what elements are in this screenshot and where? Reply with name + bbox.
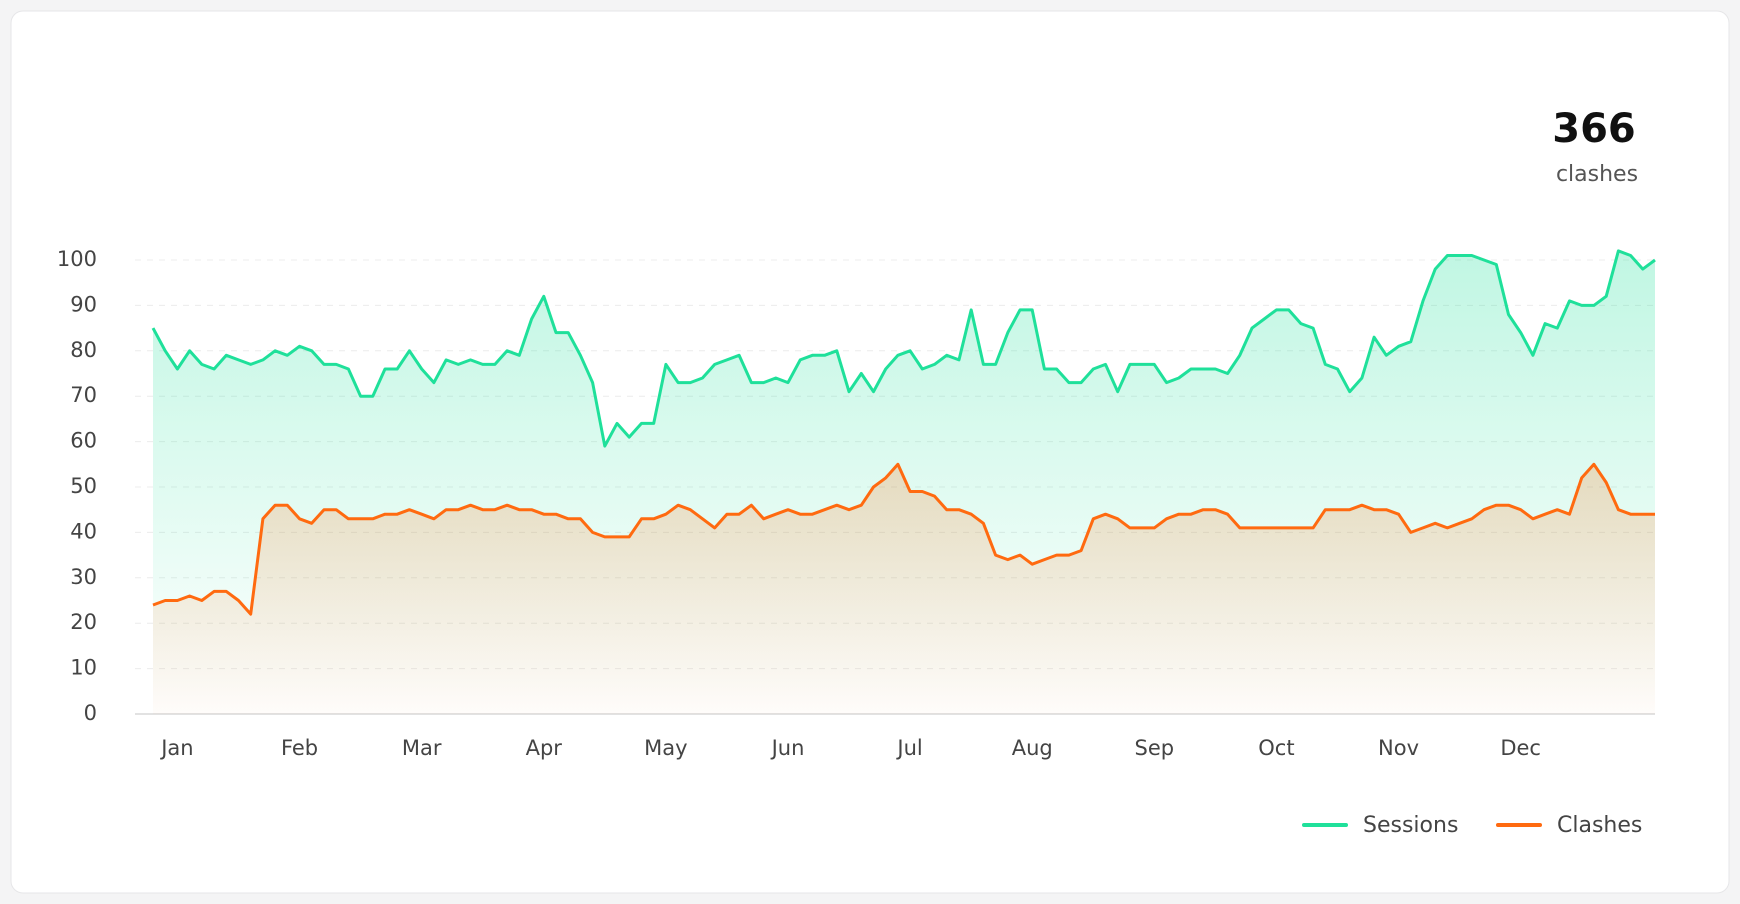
x-tick-label: Jul xyxy=(895,736,922,760)
y-tick-label: 90 xyxy=(70,292,97,316)
x-tick-label: Jan xyxy=(159,736,193,760)
x-tick-label: Dec xyxy=(1500,736,1541,760)
x-tick-label: Nov xyxy=(1378,736,1419,760)
x-tick-label: Aug xyxy=(1012,736,1053,760)
legend-label: Sessions xyxy=(1363,813,1458,838)
y-tick-label: 100 xyxy=(57,247,97,271)
stat-value: 366 xyxy=(1552,106,1636,152)
stat-label: clashes xyxy=(1556,162,1638,187)
x-tick-label: Feb xyxy=(281,736,318,760)
y-tick-label: 30 xyxy=(70,565,97,589)
y-tick-label: 10 xyxy=(70,656,97,680)
x-tick-label: Sep xyxy=(1135,736,1175,760)
x-tick-label: Apr xyxy=(526,736,563,760)
x-tick-label: Mar xyxy=(402,736,442,760)
x-tick-label: Jun xyxy=(770,736,805,760)
y-tick-label: 0 xyxy=(84,701,97,725)
line xyxy=(151,249,1656,448)
y-tick-label: 80 xyxy=(70,338,97,362)
y-tick-label: 20 xyxy=(70,610,97,634)
y-tick-label: 60 xyxy=(70,429,97,453)
line xyxy=(152,462,1655,616)
y-tick-label: 40 xyxy=(70,519,97,543)
x-tick-label: Oct xyxy=(1258,736,1294,760)
area xyxy=(153,464,1655,714)
x-tick-label: May xyxy=(644,736,687,760)
y-tick-label: 50 xyxy=(70,474,97,498)
legend-label: Clashes xyxy=(1557,813,1642,838)
y-tick-label: 70 xyxy=(70,383,97,407)
